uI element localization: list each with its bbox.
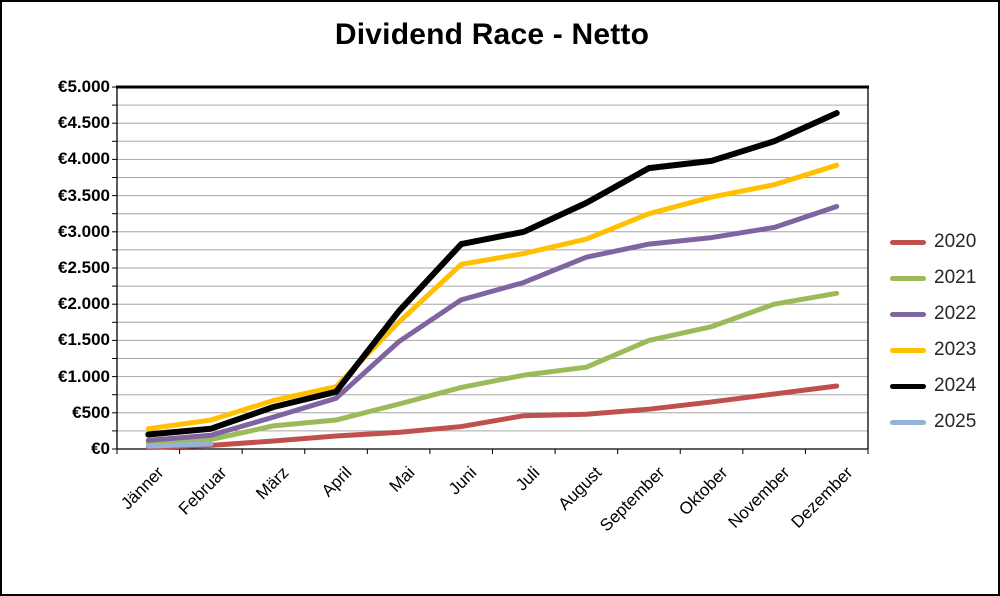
legend-item-2020: 2020 bbox=[890, 224, 976, 260]
y-axis-label: €3.000 bbox=[58, 221, 110, 241]
series-line-2022 bbox=[145, 203, 840, 443]
legend-label-2021: 2021 bbox=[934, 267, 977, 288]
legend-item-2024: 2024 bbox=[890, 368, 976, 404]
legend-swatch-2022 bbox=[890, 311, 926, 317]
y-axis-label: €5.000 bbox=[58, 77, 110, 96]
series-line-2023 bbox=[145, 162, 840, 432]
y-axis-label: €2.000 bbox=[58, 294, 110, 314]
y-axis-label: €1.500 bbox=[58, 330, 110, 350]
legend-item-2023: 2023 bbox=[890, 332, 976, 368]
legend-item-2022: 2022 bbox=[890, 296, 976, 332]
legend-label-2025: 2025 bbox=[934, 411, 977, 432]
series-line-2024 bbox=[145, 110, 840, 438]
series-line-2021 bbox=[145, 290, 840, 446]
y-axis-label: €1.000 bbox=[58, 366, 110, 386]
y-axis-label: €2.500 bbox=[58, 258, 110, 277]
legend-label-2022: 2022 bbox=[934, 303, 977, 324]
legend-swatch-2021 bbox=[890, 275, 926, 281]
legend-swatch-2025 bbox=[890, 419, 926, 425]
y-axis-label: €4.500 bbox=[58, 113, 110, 133]
legend-swatch-2020 bbox=[890, 239, 926, 245]
y-axis-label: €500 bbox=[72, 402, 110, 422]
legend-label-2024: 2024 bbox=[934, 375, 977, 396]
legend: 2020 2021 2022 2023 2024 2025 bbox=[890, 224, 976, 440]
y-axis-label: €0 bbox=[91, 439, 110, 458]
series-line-2020 bbox=[145, 383, 840, 451]
legend-swatch-2023 bbox=[890, 347, 926, 353]
series-line-2025 bbox=[145, 441, 214, 449]
chart-title: Dividend Race - Netto bbox=[334, 18, 650, 51]
legend-swatch-2024 bbox=[890, 383, 926, 389]
y-axis-label: €3.500 bbox=[58, 185, 110, 205]
legend-item-2021: 2021 bbox=[890, 260, 976, 296]
legend-label-2020: 2020 bbox=[934, 231, 977, 252]
legend-label-2023: 2023 bbox=[934, 339, 977, 360]
y-axis-label: €4.000 bbox=[58, 149, 110, 169]
legend-item-2025: 2025 bbox=[890, 404, 976, 440]
